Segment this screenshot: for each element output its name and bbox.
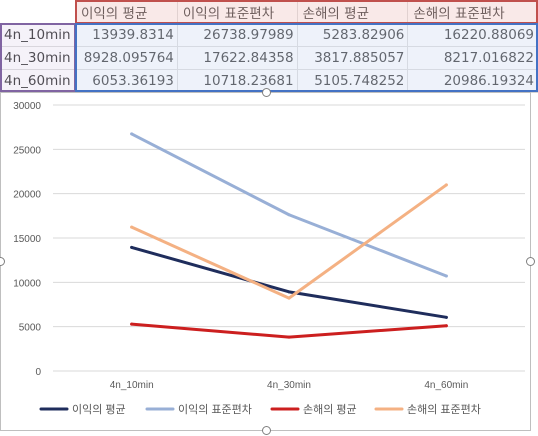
- data-table: 이익의 평균 이익의 표준편차 손해의 평균 손해의 표준편차 4n_10min…: [0, 0, 538, 93]
- data-point[interactable]: [287, 290, 291, 294]
- value-cell[interactable]: 3817.885057: [296, 46, 409, 70]
- y-tick-label: 25000: [13, 145, 41, 156]
- value-cell[interactable]: 16220.88069: [407, 23, 538, 47]
- column-header-cell[interactable]: 손해의 표준편차: [407, 0, 538, 24]
- legend-label[interactable]: 이익의 표준편차: [178, 403, 252, 416]
- data-point[interactable]: [287, 296, 291, 300]
- resize-handle-middle-right[interactable]: [526, 257, 535, 266]
- table-row: 4n_30min 8928.095764 17622.84358 3817.88…: [0, 46, 538, 70]
- value-cell[interactable]: 5105.748252: [296, 69, 409, 93]
- value-cell[interactable]: 13939.8314: [74, 23, 178, 47]
- value-cell[interactable]: 17622.84358: [176, 46, 298, 70]
- data-point[interactable]: [287, 213, 291, 217]
- row-label-cell[interactable]: 4n_10min: [0, 23, 76, 47]
- y-tick-label: 20000: [13, 190, 41, 201]
- value-cell[interactable]: 8217.016822: [407, 46, 538, 70]
- data-point[interactable]: [130, 225, 134, 229]
- data-point[interactable]: [287, 335, 291, 339]
- resize-handle-bottom-center[interactable]: [262, 426, 271, 435]
- value-cell[interactable]: 6053.36193: [74, 69, 178, 93]
- gridlines: [53, 104, 525, 372]
- row-label-cell[interactable]: 4n_60min: [0, 69, 76, 93]
- legend-label[interactable]: 손해의 표준편차: [407, 402, 481, 416]
- header-row: 이익의 평균 이익의 표준편차 손해의 평균 손해의 표준편차: [0, 0, 538, 24]
- data-point[interactable]: [444, 324, 448, 328]
- x-tick-label: 4n_10min: [110, 380, 154, 391]
- resize-handle-middle-left[interactable]: [0, 257, 5, 266]
- plot-series[interactable]: [130, 132, 448, 339]
- legend-label[interactable]: 이익의 평균: [72, 403, 126, 416]
- corner-cell[interactable]: [0, 0, 76, 24]
- column-header-cell[interactable]: 손해의 평균: [296, 0, 409, 24]
- y-tick-label: 10000: [13, 278, 41, 289]
- x-axis-labels: 4n_10min 4n_30min 4n_60min: [110, 380, 469, 391]
- spreadsheet-range: 이익의 평균 이익의 표준편차 손해의 평균 손해의 표준편차 4n_10min…: [0, 0, 538, 93]
- column-header-cell[interactable]: 이익의 평균: [74, 0, 178, 24]
- table-row: 4n_60min 6053.36193 10718.23681 5105.748…: [0, 69, 538, 93]
- resize-handle-top-center[interactable]: [262, 88, 271, 97]
- value-cell[interactable]: 10718.23681: [176, 69, 298, 93]
- data-point[interactable]: [444, 315, 448, 319]
- y-tick-label: 30000: [13, 101, 41, 112]
- y-tick-label: 0: [35, 367, 41, 378]
- value-cell[interactable]: 20986.19324: [407, 69, 538, 93]
- value-cell[interactable]: 8928.095764: [74, 46, 178, 70]
- data-point[interactable]: [444, 183, 448, 187]
- value-cell[interactable]: 5283.82906: [296, 23, 409, 47]
- y-axis-labels: 0 5000 10000 15000 20000 25000 30000: [13, 101, 41, 378]
- series-line[interactable]: [130, 322, 448, 339]
- x-tick-label: 4n_30min: [267, 380, 311, 391]
- series-line[interactable]: [130, 132, 448, 278]
- data-point[interactable]: [130, 322, 134, 326]
- legend-label[interactable]: 손해의 평균: [303, 402, 357, 416]
- data-point[interactable]: [130, 132, 134, 136]
- y-tick-label: 15000: [13, 234, 41, 245]
- data-point[interactable]: [444, 274, 448, 278]
- x-tick-label: 4n_60min: [424, 380, 468, 391]
- value-cell[interactable]: 26738.97989: [176, 23, 298, 47]
- series-line[interactable]: [130, 183, 448, 300]
- y-tick-label: 5000: [19, 323, 42, 334]
- table-row: 4n_10min 13939.8314 26738.97989 5283.829…: [0, 23, 538, 47]
- column-header-cell[interactable]: 이익의 표준편차: [176, 0, 298, 24]
- chart-object[interactable]: 0 5000 10000 15000 20000 25000 30000 4n_10min 4…: [0, 92, 531, 431]
- chart-legend[interactable]: 이익의 평균 이익의 표준편차 손해의 평균 손해의 표준편차: [39, 402, 481, 416]
- row-label-cell[interactable]: 4n_30min: [0, 46, 76, 70]
- data-point[interactable]: [130, 245, 134, 249]
